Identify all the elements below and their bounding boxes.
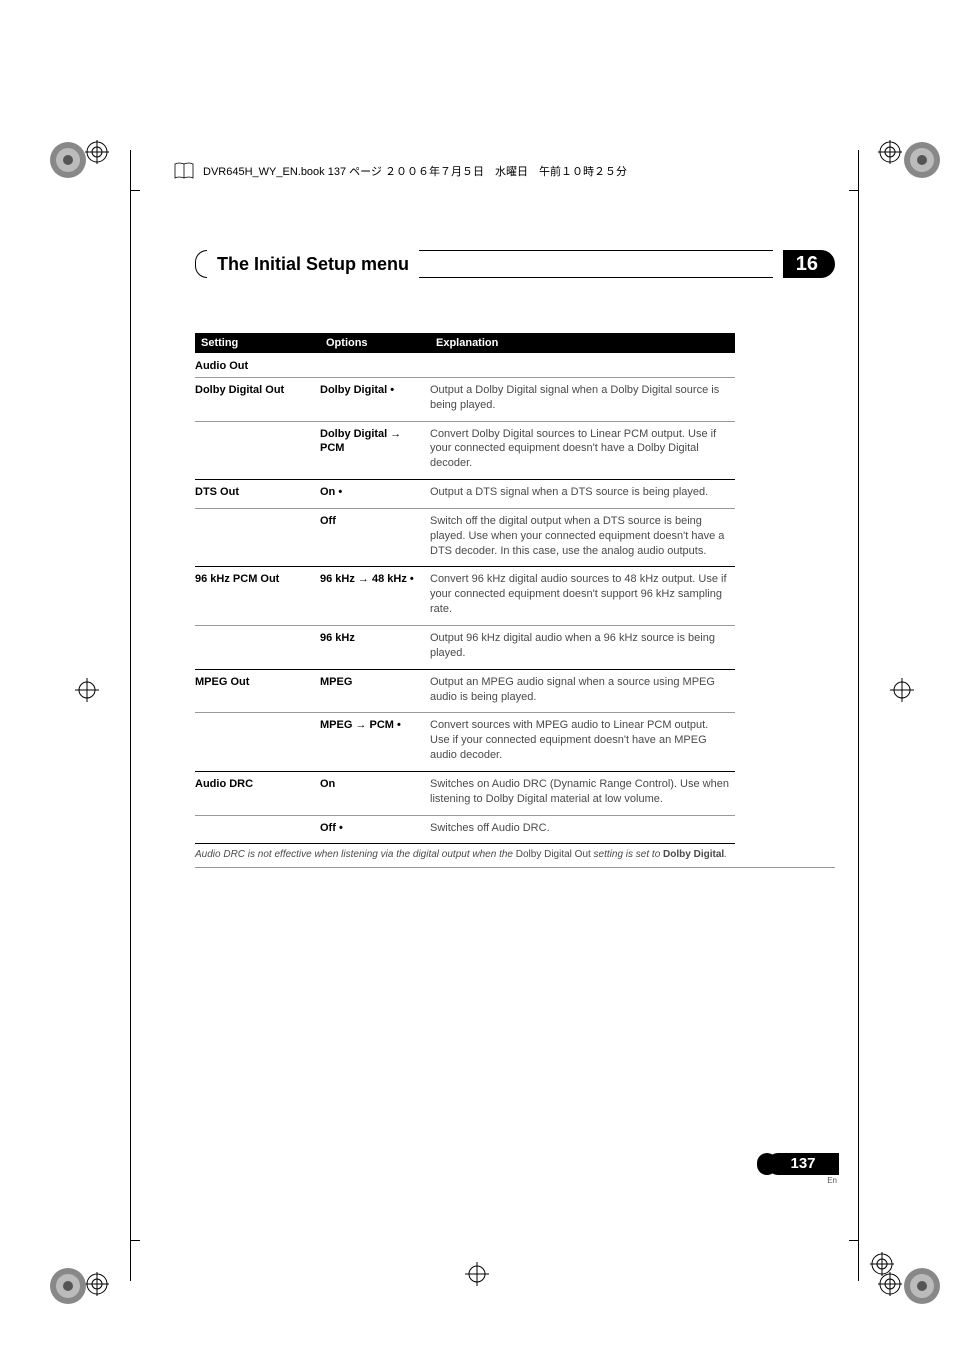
chapter-number-badge: 16 — [783, 250, 835, 278]
chapter-title-bar: The Initial Setup menu 16 — [195, 250, 835, 278]
title-line — [419, 250, 773, 278]
setting-cell — [195, 713, 320, 772]
option-cell: On • — [320, 480, 430, 509]
page-title: The Initial Setup menu — [217, 254, 409, 275]
setting-cell — [195, 421, 320, 480]
setting-cell — [195, 508, 320, 567]
explanation-cell: Switches off Audio DRC. — [430, 815, 735, 844]
registration-mark-icon — [878, 140, 902, 164]
explanation-cell: Convert 96 kHz digital audio sources to … — [430, 567, 735, 626]
table-footnote: Audio DRC is not effective when listenin… — [195, 844, 835, 868]
explanation-cell: Output a Dolby Digital signal when a Dol… — [430, 377, 735, 421]
table-row: MPEG OutMPEGOutput an MPEG audio signal … — [195, 669, 735, 713]
registration-mark-icon — [85, 1272, 109, 1296]
setting-cell: Audio DRC — [195, 771, 320, 815]
table-row: OffSwitch off the digital output when a … — [195, 508, 735, 567]
option-cell: On — [320, 771, 430, 815]
crop-line — [130, 150, 131, 1281]
explanation-cell: Switches on Audio DRC (Dynamic Range Con… — [430, 771, 735, 815]
table-row: 96 kHz PCM Out96 kHz → 48 kHz •Convert 9… — [195, 567, 735, 626]
table-row: Dolby Digital → PCMConvert Dolby Digital… — [195, 421, 735, 480]
page-language: En — [767, 1175, 839, 1185]
table-row: MPEG → PCM •Convert sources with MPEG au… — [195, 713, 735, 772]
table-row: Dolby Digital OutDolby Digital •Output a… — [195, 377, 735, 421]
table-row: Off •Switches off Audio DRC. — [195, 815, 735, 844]
book-header-text: DVR645H_WY_EN.book 137 ページ ２００６年７月５日 水曜日… — [203, 163, 627, 179]
table-header-row: Setting Options Explanation — [195, 333, 735, 353]
crop-tick — [849, 190, 859, 191]
option-cell: 96 kHz — [320, 625, 430, 669]
setting-cell: MPEG Out — [195, 669, 320, 713]
color-registration-icon — [48, 140, 88, 180]
explanation-cell: Output a DTS signal when a DTS source is… — [430, 480, 735, 509]
crop-tick — [130, 1240, 140, 1241]
section-label: Audio Out — [195, 353, 735, 377]
table-row: Audio DRCOnSwitches on Audio DRC (Dynami… — [195, 771, 735, 815]
book-header: DVR645H_WY_EN.book 137 ページ ２００６年７月５日 水曜日… — [173, 162, 627, 180]
setting-cell — [195, 815, 320, 844]
page-number: 137 — [790, 1155, 815, 1172]
setting-cell: 96 kHz PCM Out — [195, 567, 320, 626]
table-row: DTS OutOn •Output a DTS signal when a DT… — [195, 480, 735, 509]
option-cell: Dolby Digital • — [320, 377, 430, 421]
table-row: 96 kHzOutput 96 kHz digital audio when a… — [195, 625, 735, 669]
page-number-badge: 137 En — [767, 1153, 839, 1181]
cross-mark-icon — [890, 678, 914, 702]
explanation-cell: Convert Dolby Digital sources to Linear … — [430, 421, 735, 480]
col-explanation: Explanation — [430, 333, 735, 353]
explanation-cell: Convert sources with MPEG audio to Linea… — [430, 713, 735, 772]
explanation-cell: Switch off the digital output when a DTS… — [430, 508, 735, 567]
registration-mark-icon — [85, 140, 109, 164]
title-cap-icon — [195, 250, 207, 278]
setting-cell: Dolby Digital Out — [195, 377, 320, 421]
col-setting: Setting — [195, 333, 320, 353]
crop-line — [858, 150, 859, 1281]
option-cell: Off • — [320, 815, 430, 844]
table-section-header: Audio Out — [195, 353, 735, 377]
registration-mark-icon — [870, 1252, 894, 1276]
option-cell: Off — [320, 508, 430, 567]
explanation-cell: Output an MPEG audio signal when a sourc… — [430, 669, 735, 713]
settings-table: Setting Options Explanation Audio Out Do… — [195, 333, 735, 844]
crop-tick — [849, 1240, 859, 1241]
option-cell: MPEG — [320, 669, 430, 713]
cross-mark-icon — [75, 678, 99, 702]
option-cell: 96 kHz → 48 kHz • — [320, 567, 430, 626]
color-registration-icon — [48, 1266, 88, 1306]
setting-cell — [195, 625, 320, 669]
book-icon — [173, 162, 195, 180]
option-cell: Dolby Digital → PCM — [320, 421, 430, 480]
crop-tick — [130, 190, 140, 191]
color-registration-icon — [902, 1266, 942, 1306]
cross-mark-icon — [465, 1262, 489, 1286]
color-registration-icon — [902, 140, 942, 180]
option-cell: MPEG → PCM • — [320, 713, 430, 772]
col-options: Options — [320, 333, 430, 353]
explanation-cell: Output 96 kHz digital audio when a 96 kH… — [430, 625, 735, 669]
setting-cell: DTS Out — [195, 480, 320, 509]
page-content: The Initial Setup menu 16 Setting Option… — [195, 250, 835, 868]
